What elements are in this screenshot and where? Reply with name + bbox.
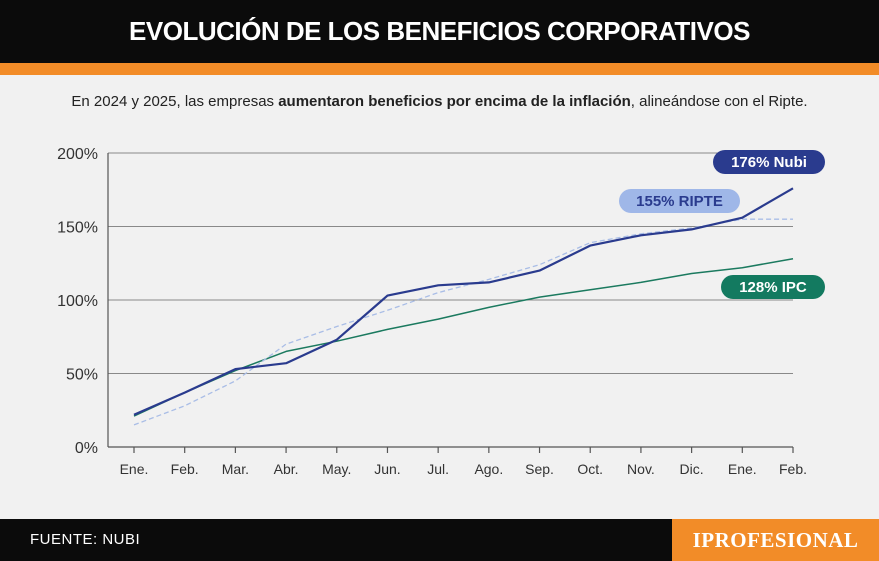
y-tick-label: 0% bbox=[75, 440, 98, 457]
subtitle-part-1: En 2024 y 2025, las empresas bbox=[71, 93, 279, 110]
footer-bar: FUENTE: NUBI IPROFESIONAL bbox=[0, 519, 879, 561]
header-bar: EVOLUCIÓN DE LOS BENEFICIOS CORPORATIVOS bbox=[0, 0, 879, 63]
accent-stripe bbox=[0, 63, 879, 75]
series-label-ipc: 128% IPC bbox=[739, 279, 807, 296]
series-line-ripte bbox=[133, 218, 793, 426]
subtitle-bold: aumentaron beneficios por encima de la i… bbox=[278, 93, 631, 110]
x-tick-label: Ene. bbox=[120, 461, 149, 477]
chart-title: EVOLUCIÓN DE LOS BENEFICIOS CORPORATIVOS bbox=[129, 16, 750, 46]
x-tick-label: Feb. bbox=[779, 461, 807, 477]
y-tick-label: 100% bbox=[57, 293, 98, 310]
x-tick-label: Abr. bbox=[274, 461, 299, 477]
x-tick-label: Oct. bbox=[577, 461, 603, 477]
x-tick-label: Dic. bbox=[680, 461, 704, 477]
brand-logo[interactable]: IPROFESIONAL bbox=[672, 519, 879, 561]
x-tick-label: Nov. bbox=[627, 461, 655, 477]
line-chart: 0% 50% 100% 150% 200% Ene. Feb. Mar. Abr. May. Jun… bbox=[57, 146, 825, 477]
x-tick-label: Jun. bbox=[374, 461, 400, 477]
series-label-pill-nubi bbox=[713, 150, 825, 174]
y-tick-label: 200% bbox=[57, 146, 98, 163]
series-line-ipc bbox=[133, 258, 794, 417]
y-tick-label: 50% bbox=[66, 367, 98, 384]
y-tick-label: 150% bbox=[57, 220, 98, 237]
chart-subtitle: En 2024 y 2025, las empresas aumentaron … bbox=[0, 93, 879, 110]
x-tick-label: May. bbox=[322, 461, 351, 477]
x-tick-label: Ene. bbox=[728, 461, 757, 477]
x-tick-label: Feb. bbox=[171, 461, 199, 477]
subtitle-part-2: , alineándose con el Ripte. bbox=[630, 93, 808, 110]
brand-logo-text: IPROFESIONAL bbox=[692, 527, 859, 552]
series-line-nubi bbox=[133, 187, 794, 416]
x-tick-label: Ago. bbox=[474, 461, 503, 477]
series-label-nubi: 176% Nubi bbox=[731, 154, 807, 171]
x-tick-label: Mar. bbox=[222, 461, 249, 477]
series-label-pill-ripte bbox=[619, 189, 740, 213]
series-label-ripte: 155% RIPTE bbox=[636, 193, 723, 210]
series-label-pill-ipc bbox=[721, 275, 825, 299]
x-tick-label: Jul. bbox=[427, 461, 449, 477]
source-label: FUENTE: NUBI bbox=[30, 531, 141, 548]
x-tick-label: Sep. bbox=[525, 461, 554, 477]
